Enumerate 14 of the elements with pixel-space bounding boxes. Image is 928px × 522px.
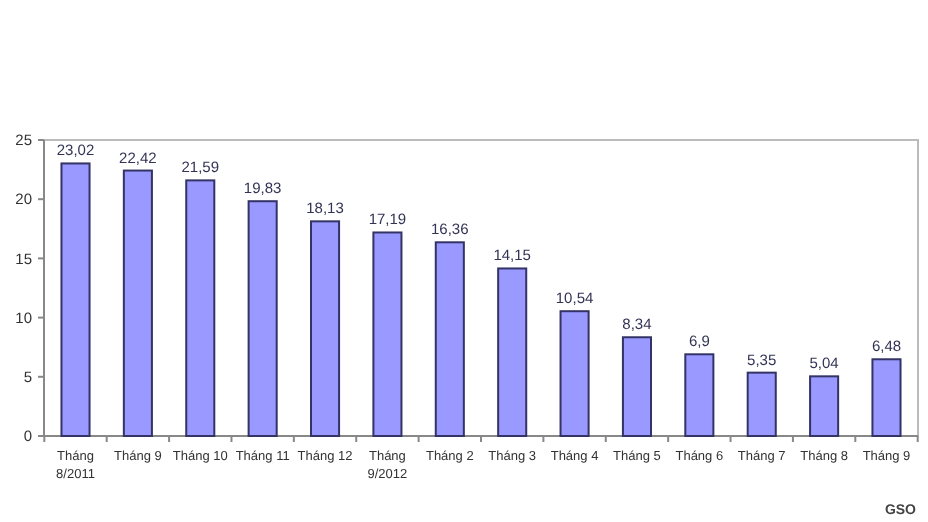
bar bbox=[684, 353, 715, 437]
bar bbox=[621, 336, 652, 437]
bar bbox=[122, 169, 153, 437]
bar bbox=[871, 358, 902, 437]
bar bbox=[310, 220, 341, 437]
bar bbox=[559, 310, 590, 437]
bar bbox=[60, 162, 91, 437]
bar bbox=[809, 375, 840, 437]
bar bbox=[185, 179, 216, 437]
bar bbox=[497, 267, 528, 437]
bar bbox=[372, 231, 403, 437]
bar bbox=[247, 200, 278, 437]
bar bbox=[746, 371, 777, 437]
bar bbox=[434, 241, 465, 437]
